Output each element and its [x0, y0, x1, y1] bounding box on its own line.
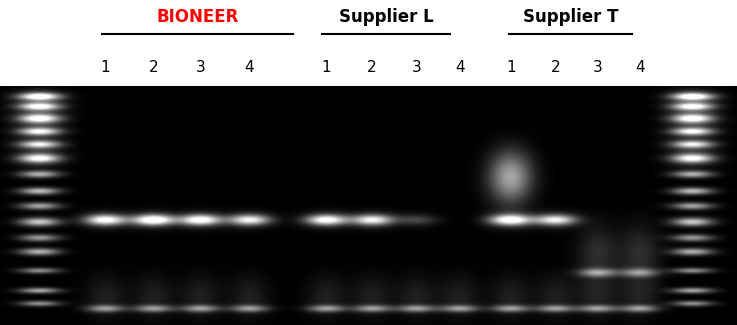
Text: 1: 1: [100, 60, 111, 75]
Text: 1: 1: [321, 60, 332, 75]
Text: 4: 4: [455, 60, 465, 75]
Text: 2: 2: [551, 60, 561, 75]
Text: 4: 4: [244, 60, 254, 75]
Text: Supplier T: Supplier T: [523, 8, 618, 26]
Text: Supplier L: Supplier L: [339, 8, 433, 26]
Text: 2: 2: [148, 60, 158, 75]
Text: 3: 3: [411, 60, 422, 75]
Text: 3: 3: [195, 60, 206, 75]
Text: BIONEER: BIONEER: [156, 8, 239, 26]
Text: 2: 2: [367, 60, 377, 75]
Text: 1: 1: [506, 60, 516, 75]
Text: 3: 3: [593, 60, 603, 75]
Text: 4: 4: [635, 60, 645, 75]
